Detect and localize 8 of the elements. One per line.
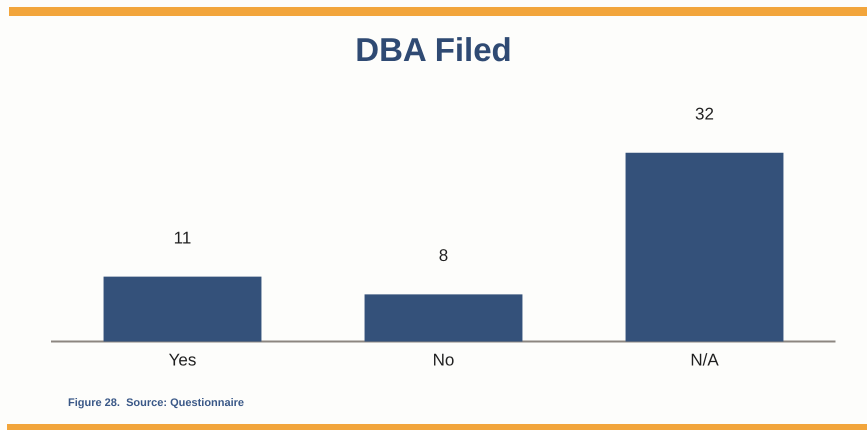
- data-label: 32: [695, 104, 714, 124]
- x-tick-label: Yes: [168, 350, 196, 370]
- caption: Figure 28. Source: Questionnaire: [68, 397, 244, 409]
- x-tick-label: No: [432, 350, 454, 370]
- x-tick-label: N/A: [690, 350, 720, 370]
- chart-title: DBA Filed: [354, 30, 513, 70]
- data-label: 11: [174, 228, 192, 248]
- data-label: 8: [438, 246, 448, 266]
